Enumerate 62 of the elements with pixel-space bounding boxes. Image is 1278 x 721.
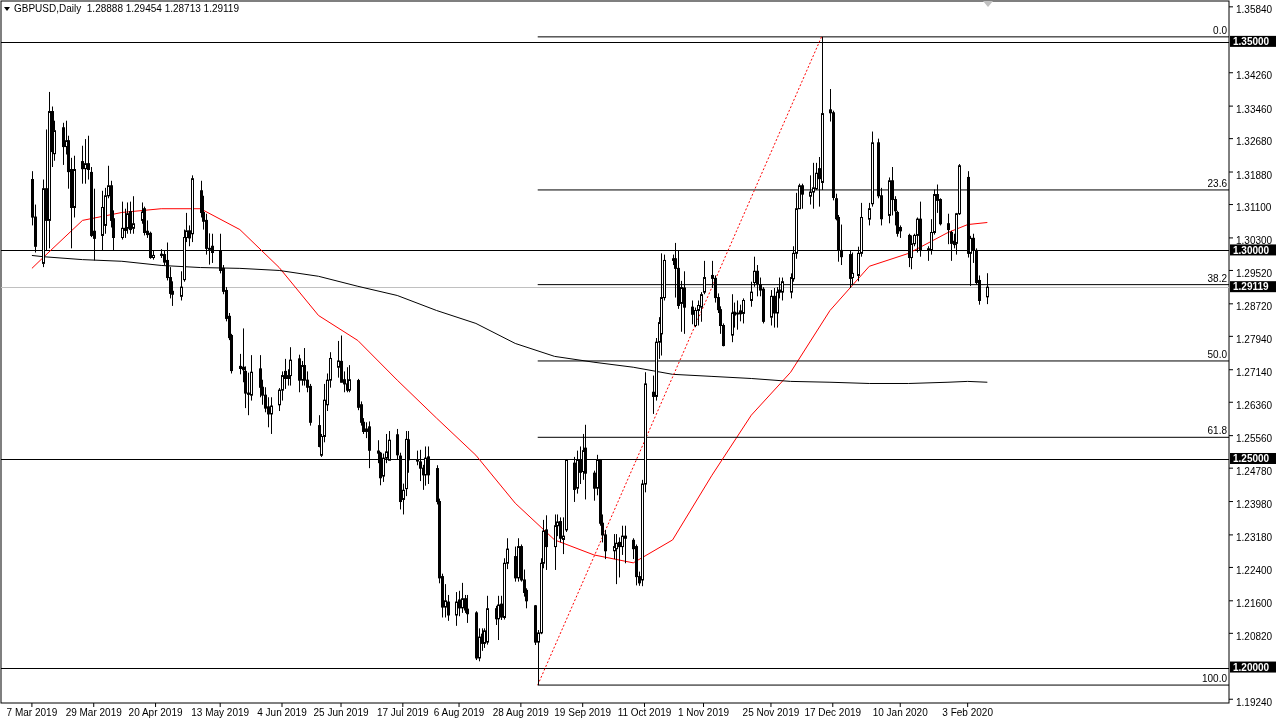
- x-tick-label: 19 Sep 2019: [554, 707, 612, 718]
- x-tick-label: 17 Jul 2019: [376, 707, 430, 718]
- x-tick-label: 6 Aug 2019: [433, 707, 485, 718]
- y-tick-label: 1.23980: [1236, 499, 1273, 511]
- x-tick-label: 7 Mar 2019: [6, 707, 58, 718]
- x-tick-label: 11 Oct 2019: [617, 707, 672, 718]
- candlestick: [121, 201, 124, 241]
- y-tick-label: 1.22400: [1236, 564, 1273, 576]
- candlestick: [947, 213, 950, 245]
- legend-label: 23.6: [1207, 177, 1228, 189]
- candlestick: [62, 122, 65, 166]
- ref-line-label: 1.29119: [1233, 281, 1270, 293]
- ref-line-label: 1.20000: [1233, 661, 1270, 673]
- candlestick: [84, 138, 87, 185]
- x-tick-label: 20 Apr 2019: [128, 707, 183, 718]
- y-tick-label: 1.25560: [1236, 433, 1273, 445]
- series-label: 100.0: [1201, 673, 1228, 685]
- x-tick-label: 17 Dec 2019: [804, 707, 862, 718]
- x-tick-label: 25 Nov 2019: [742, 707, 800, 718]
- y-tick-label: 1.31100: [1236, 202, 1272, 214]
- x-tick-label: 13 May 2019: [191, 707, 250, 718]
- chart-title: GBPUSD,Daily 1.28888 1.29454 1.28713 1.29119: [14, 3, 240, 14]
- y-tick-label: 1.27140: [1236, 367, 1273, 379]
- y-tick-label: 1.32680: [1236, 136, 1273, 148]
- legend-label: 38.2: [1207, 272, 1228, 284]
- y-tick-label: 1.24780: [1236, 465, 1273, 477]
- candlestick: [624, 525, 627, 564]
- x-tick-label: 3 Feb 2020: [942, 707, 994, 718]
- y-tick-label: 1.26360: [1236, 399, 1273, 411]
- x-tick-label: 29 Mar 2019: [65, 707, 123, 718]
- y-tick-label: 1.35840: [1236, 4, 1273, 16]
- y-tick-label: 1.20820: [1236, 630, 1273, 642]
- y-tick-label: 1.28720: [1236, 301, 1273, 313]
- x-tick-label: 10 Jan 2020: [872, 707, 929, 718]
- x-tick-label: 4 Jun 2019: [257, 707, 308, 718]
- series-label: 61.8: [1207, 425, 1228, 437]
- y-tick-label: 1.29520: [1236, 267, 1273, 279]
- y-tick-label: 1.30300: [1236, 235, 1273, 247]
- y-tick-label: 1.21600: [1236, 598, 1273, 610]
- x-tick-label: 1 Nov 2019: [677, 707, 730, 718]
- y-tick-label: 1.34260: [1236, 70, 1273, 82]
- ref-line-label: 1.35000: [1233, 36, 1270, 48]
- candlestick: [514, 546, 517, 583]
- candlestick: [337, 340, 340, 379]
- series-label: 50.0: [1207, 348, 1228, 360]
- y-tick-label: 1.33460: [1236, 103, 1273, 115]
- y-tick-label: 1.19240: [1236, 696, 1273, 708]
- y-tick-label: 1.27940: [1236, 333, 1273, 345]
- candlestick: [770, 289, 773, 327]
- y-tick-label: 1.23180: [1236, 532, 1273, 544]
- ref-line-label: 1.25000: [1233, 453, 1270, 465]
- candlestick: [298, 354, 301, 393]
- x-tick-label: 25 Jun 2019: [313, 707, 369, 718]
- candlestick: [691, 299, 694, 325]
- candlestick: [132, 195, 135, 235]
- x-tick-label: 28 Aug 2019: [492, 707, 550, 718]
- series-label: 0.0: [1213, 24, 1228, 36]
- ref-line-label: 1.30000: [1233, 244, 1270, 256]
- y-tick-label: 1.31880: [1236, 169, 1273, 181]
- candlestick: [455, 591, 458, 627]
- candlestick: [270, 396, 273, 435]
- candlestick: [773, 287, 776, 329]
